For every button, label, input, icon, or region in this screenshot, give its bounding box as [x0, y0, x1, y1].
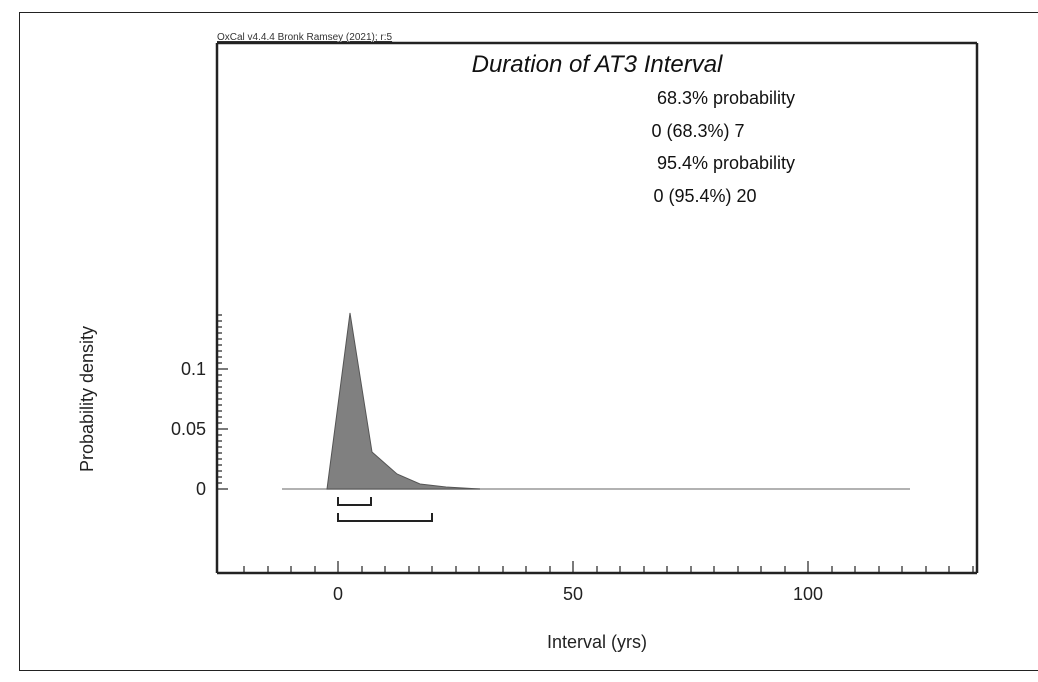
range-68-bracket	[337, 497, 372, 506]
x-axis-label: Interval (yrs)	[547, 632, 647, 652]
y-axis-ticks	[217, 314, 228, 490]
x-tick-50: 50	[563, 584, 583, 604]
stat-line-1: 68.3% probability	[657, 88, 795, 108]
x-tick-0: 0	[333, 584, 343, 604]
x-axis-ticks	[243, 561, 974, 573]
stat-line-3: 95.4% probability	[657, 153, 795, 173]
y-tick-0.1: 0.1	[181, 359, 206, 379]
credit-text: OxCal v4.4.4 Bronk Ramsey (2021); r:5	[217, 32, 393, 43]
x-tick-100: 100	[793, 584, 823, 604]
stat-line-4: 0 (95.4%) 20	[653, 186, 756, 206]
outer-frame	[19, 12, 1038, 671]
density-curve	[282, 312, 910, 490]
stat-line-2: 0 (68.3%) 7	[651, 121, 744, 141]
y-tick-0: 0	[196, 479, 206, 499]
plot-box	[215, 41, 979, 575]
y-tick-0.05: 0.05	[171, 419, 206, 439]
range-95-bracket	[337, 513, 433, 522]
y-axis-label: Probability density	[77, 326, 97, 472]
chart-title: Duration of AT3 Interval	[472, 51, 723, 78]
